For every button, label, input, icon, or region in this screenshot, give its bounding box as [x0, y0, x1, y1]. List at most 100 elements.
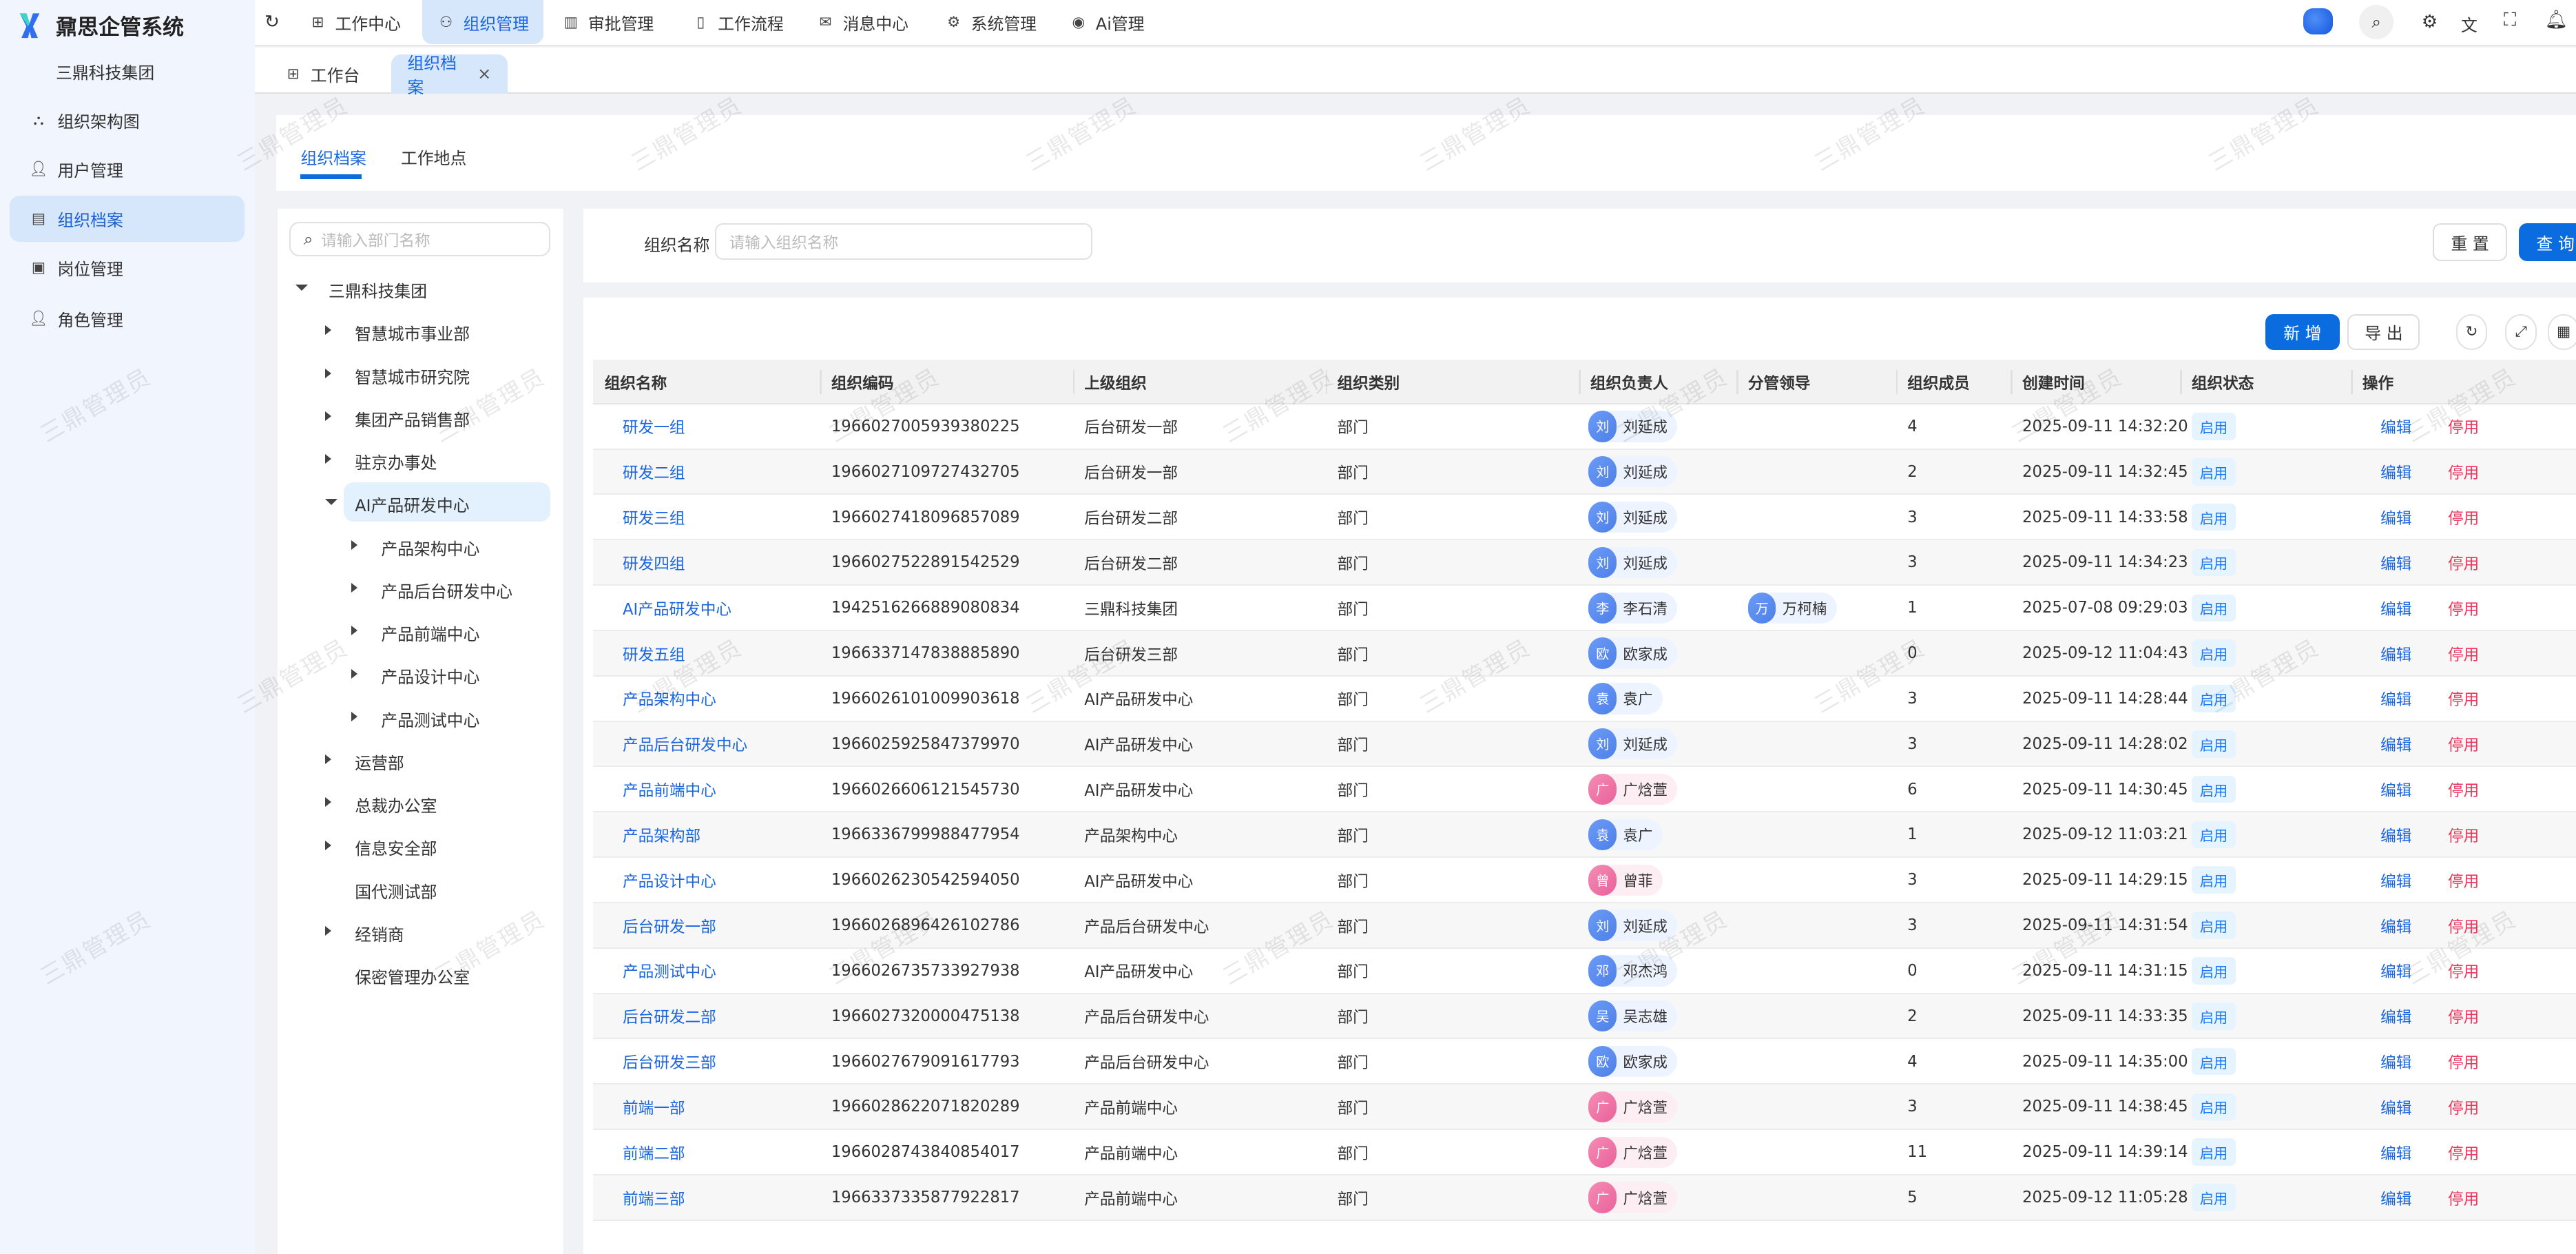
- edit-link[interactable]: 编辑: [2380, 918, 2412, 936]
- subtab-work-location[interactable]: 工作地点: [400, 148, 467, 168]
- caret-right-icon[interactable]: [325, 454, 331, 464]
- table-row[interactable]: 研发一组 1966027005939380225 后台研发一部 部门 刘刘延成 4 2025…: [593, 404, 2576, 450]
- org-name-link[interactable]: 研发一组: [622, 419, 685, 438]
- table-row[interactable]: 前端一部 1966028622071820289 产品前端中心 部门 广广焓萱 3 2025…: [593, 1085, 2576, 1131]
- tree-node[interactable]: 产品后台研发中心: [278, 566, 563, 609]
- table-row[interactable]: 后台研发二部 1966027320000475138 产品后台研发中心 部门 吴吴志雄 2…: [593, 994, 2576, 1040]
- caret-right-icon[interactable]: [325, 926, 331, 936]
- disable-link[interactable]: 停用: [2447, 827, 2480, 845]
- subtab-org-archive[interactable]: 组织档案: [300, 148, 366, 168]
- table-row[interactable]: 前端三部 1966337335877922817 产品前端中心 部门 广广焓萱 5 2025…: [593, 1175, 2576, 1221]
- caret-right-icon[interactable]: [325, 754, 331, 765]
- column-header[interactable]: 分管领导: [1747, 375, 1811, 393]
- disable-link[interactable]: 停用: [2447, 510, 2480, 528]
- dept-search-input[interactable]: ⌕ 请输入部门名称: [289, 221, 551, 257]
- disable-link[interactable]: 停用: [2447, 691, 2480, 710]
- edit-link[interactable]: 编辑: [2380, 464, 2412, 483]
- table-row[interactable]: 研发五组 1966337147838885890 后台研发三部 部门 欧欧家成 0 2025…: [593, 630, 2576, 677]
- org-name-link[interactable]: 产品后台研发中心: [622, 737, 748, 755]
- reset-button[interactable]: 重 置: [2433, 223, 2507, 262]
- export-button[interactable]: 导 出: [2347, 314, 2420, 351]
- nav-item-5[interactable]: ⚙ 系统管理: [930, 0, 1051, 44]
- org-name-link[interactable]: 后台研发三部: [622, 1054, 716, 1073]
- caret-right-icon[interactable]: [325, 325, 331, 336]
- tree-node[interactable]: 信息安全部: [278, 824, 563, 867]
- edit-link[interactable]: 编辑: [2380, 510, 2412, 528]
- disable-link[interactable]: 停用: [2447, 737, 2480, 755]
- org-switcher[interactable]: 三鼎科技集团: [56, 63, 155, 83]
- column-header[interactable]: 组织类别: [1337, 375, 1400, 393]
- nav-item-0[interactable]: ⊞ 工作中心: [294, 0, 415, 44]
- edit-link[interactable]: 编辑: [2380, 782, 2412, 801]
- add-button[interactable]: 新 增: [2265, 314, 2340, 351]
- tree-node[interactable]: 三鼎科技集团: [278, 266, 563, 309]
- caret-down-icon[interactable]: [325, 498, 338, 505]
- refresh-icon[interactable]: ↻: [2455, 314, 2488, 351]
- ai-robot-icon[interactable]: [2303, 8, 2333, 35]
- edit-link[interactable]: 编辑: [2380, 1144, 2412, 1163]
- table-row[interactable]: 产品后台研发中心 1966025925847379970 AI产品研发中心 部门 刘刘延…: [593, 721, 2576, 768]
- sidebar-item-2[interactable]: ▤ 组织档案: [10, 195, 245, 242]
- edit-link[interactable]: 编辑: [2380, 1009, 2412, 1027]
- org-name-link[interactable]: 产品测试中心: [622, 963, 716, 982]
- disable-link[interactable]: 停用: [2447, 782, 2480, 801]
- org-name-link[interactable]: 后台研发二部: [622, 1009, 716, 1027]
- tree-node[interactable]: 产品架构中心: [278, 524, 563, 566]
- column-header[interactable]: 组织名称: [604, 375, 667, 393]
- tree-node[interactable]: 运营部: [278, 738, 563, 781]
- edit-link[interactable]: 编辑: [2380, 737, 2412, 755]
- edit-link[interactable]: 编辑: [2380, 1099, 2412, 1118]
- bell-icon[interactable]: 🔔︎: [2544, 10, 2568, 31]
- table-row[interactable]: 产品架构部 1966336799988477954 产品架构中心 部门 袁袁广 1 2025…: [593, 812, 2576, 859]
- tree-node[interactable]: 智慧城市研究院: [278, 352, 563, 395]
- nav-item-2[interactable]: ▥ 审批管理: [547, 0, 668, 44]
- org-name-link[interactable]: 研发三组: [622, 510, 685, 528]
- tree-node[interactable]: 集团产品销售部: [278, 395, 563, 438]
- org-name-link[interactable]: 产品前端中心: [622, 782, 716, 801]
- disable-link[interactable]: 停用: [2447, 555, 2480, 573]
- column-header[interactable]: 创建时间: [2022, 375, 2085, 393]
- tab-org-archive[interactable]: 组织档案 ×: [391, 54, 508, 97]
- caret-right-icon[interactable]: [351, 668, 357, 679]
- tree-node[interactable]: 产品设计中心: [278, 652, 563, 695]
- table-row[interactable]: 产品前端中心 1966026606121545730 AI产品研发中心 部门 广广焓萱 6…: [593, 767, 2576, 813]
- column-header[interactable]: 组织负责人: [1590, 375, 1669, 393]
- app-logo[interactable]: 鼐思企管系统: [17, 10, 184, 41]
- caret-right-icon[interactable]: [351, 539, 357, 550]
- column-header[interactable]: 操作: [2362, 375, 2394, 393]
- tree-node[interactable]: 产品测试中心: [278, 695, 563, 738]
- edit-link[interactable]: 编辑: [2380, 555, 2412, 573]
- caret-right-icon[interactable]: [351, 626, 357, 636]
- refresh-icon[interactable]: ↻: [264, 11, 280, 32]
- org-name-link[interactable]: 产品架构中心: [622, 691, 716, 710]
- table-row[interactable]: 后台研发三部 1966027679091617793 产品后台研发中心 部门 欧欧家成 4…: [593, 1039, 2576, 1085]
- edit-link[interactable]: 编辑: [2380, 419, 2412, 438]
- disable-link[interactable]: 停用: [2447, 1099, 2480, 1118]
- edit-link[interactable]: 编辑: [2380, 963, 2412, 982]
- disable-link[interactable]: 停用: [2447, 1009, 2480, 1027]
- disable-link[interactable]: 停用: [2447, 1144, 2480, 1163]
- edit-link[interactable]: 编辑: [2380, 691, 2412, 710]
- table-row[interactable]: 前端二部 1966028743840854017 产品前端中心 部门 广广焓萱 11 202…: [593, 1130, 2576, 1175]
- expand-icon[interactable]: ⤢: [2505, 314, 2537, 351]
- org-name-link[interactable]: 产品架构部: [622, 827, 701, 845]
- nav-item-6[interactable]: ◉ Ai管理: [1055, 0, 1159, 44]
- query-button[interactable]: 查 询: [2518, 223, 2576, 262]
- org-name-link[interactable]: 研发四组: [622, 555, 685, 573]
- table-row[interactable]: AI产品研发中心 1942516266889080834 三鼎科技集团 部门 李李石清 万…: [593, 586, 2576, 631]
- disable-link[interactable]: 停用: [2447, 600, 2480, 619]
- org-name-link[interactable]: 前端二部: [622, 1144, 685, 1163]
- org-name-link[interactable]: 产品设计中心: [622, 872, 716, 891]
- edit-link[interactable]: 编辑: [2380, 1054, 2412, 1073]
- caret-right-icon[interactable]: [325, 368, 331, 378]
- table-row[interactable]: 研发三组 1966027418096857089 后台研发二部 部门 刘刘延成 3 2025…: [593, 495, 2576, 541]
- org-name-link[interactable]: 前端三部: [622, 1190, 685, 1209]
- column-header[interactable]: 组织状态: [2191, 375, 2254, 393]
- nav-item-1[interactable]: ⚇ 组织管理: [422, 0, 544, 45]
- tree-node[interactable]: AI产品研发中心: [278, 481, 563, 524]
- caret-right-icon[interactable]: [325, 840, 331, 850]
- caret-right-icon[interactable]: [351, 583, 357, 593]
- disable-link[interactable]: 停用: [2447, 419, 2480, 438]
- gear-icon[interactable]: ⚙: [2421, 11, 2438, 32]
- sidebar-item-3[interactable]: ▣ 岗位管理: [10, 245, 245, 291]
